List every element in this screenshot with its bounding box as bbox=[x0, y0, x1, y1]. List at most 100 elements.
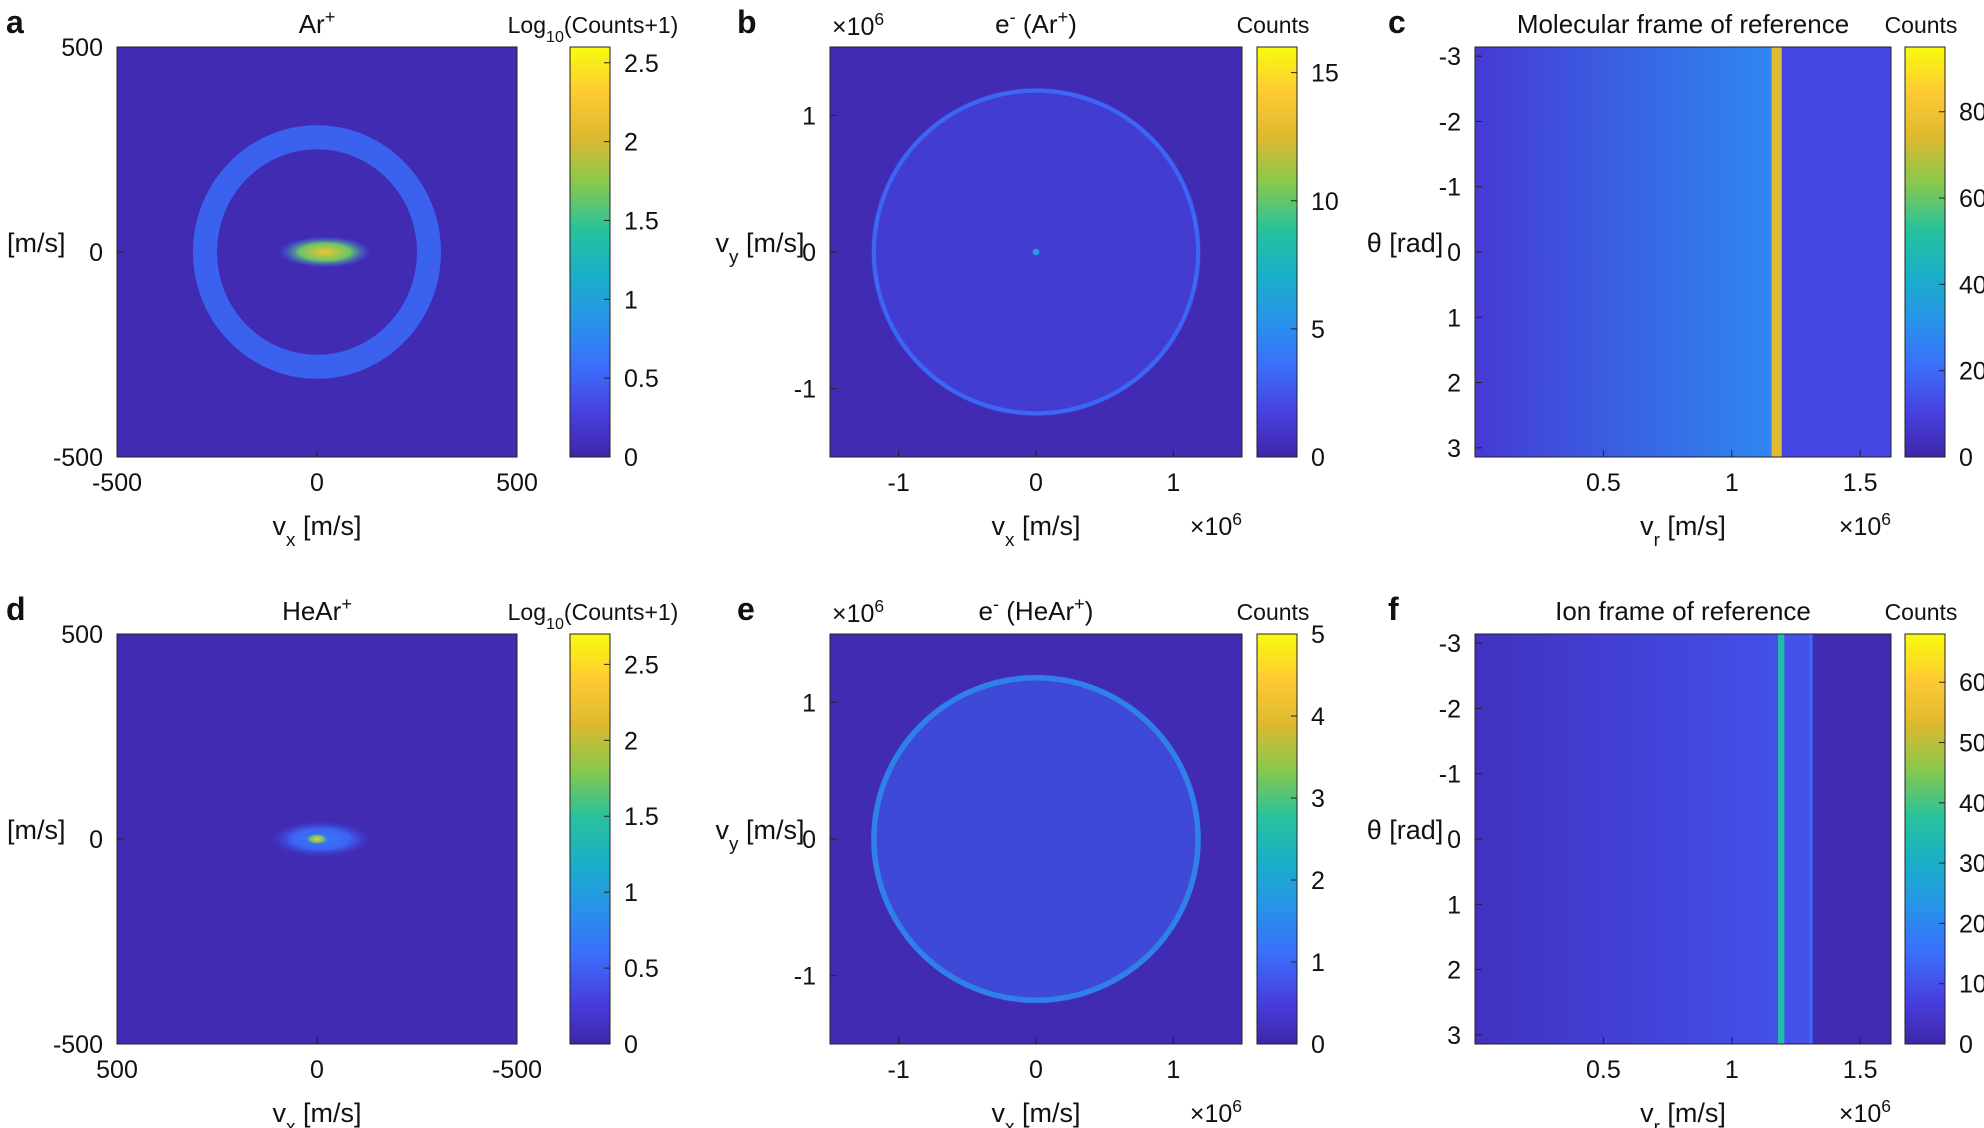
colorbar-tick-label: 80 bbox=[1959, 99, 1984, 127]
y-axis-multiplier: ×106 bbox=[832, 9, 884, 41]
x-tick-label: 0.5 bbox=[1586, 469, 1621, 497]
chart-title-superscript: + bbox=[1058, 7, 1069, 27]
colorbar-title-subscript: 10 bbox=[546, 615, 564, 633]
x-multiplier-exponent: 6 bbox=[1881, 1096, 1891, 1116]
x-axis-label: vr [m/s] bbox=[1640, 1098, 1726, 1128]
x-tick-label: -500 bbox=[492, 1056, 542, 1084]
x-multiplier-exponent: 6 bbox=[1881, 509, 1891, 529]
colorbar-title: Counts bbox=[1885, 599, 1958, 625]
colorbar-title: Log10(Counts+1) bbox=[508, 599, 679, 633]
chart-title: Ion frame of reference bbox=[1555, 596, 1811, 626]
x-axis-label: vx [m/s] bbox=[992, 1098, 1081, 1128]
y-axis-label-subscript: y bbox=[729, 834, 739, 855]
y-multiplier: ×10 bbox=[832, 600, 874, 628]
colorbar bbox=[569, 46, 611, 458]
x-tick-label: -500 bbox=[92, 469, 142, 497]
y-axis-label-subscript: y bbox=[729, 247, 739, 268]
y-tick-label: -2 bbox=[1439, 695, 1461, 723]
x-axis-label: v bbox=[273, 511, 287, 541]
colorbar-title: Log bbox=[508, 12, 546, 38]
y-axis-label: θ [rad] bbox=[1367, 815, 1444, 845]
colorbar-title: Counts bbox=[1885, 12, 1958, 38]
chart-title-end: ) bbox=[1068, 9, 1077, 39]
y-tick-label: 0 bbox=[802, 826, 816, 854]
colorbar-tick-label: 10 bbox=[1311, 188, 1339, 216]
plot-area bbox=[1475, 634, 1891, 1044]
y-tick-label: -1 bbox=[1439, 761, 1461, 789]
y-tick-label: 0 bbox=[89, 239, 103, 267]
y-tick-label: -1 bbox=[794, 376, 816, 404]
colorbar-tick-label: 5 bbox=[1311, 316, 1325, 344]
colorbar-tick-label: 4 bbox=[1311, 703, 1325, 731]
colorbar-title: Counts bbox=[1237, 599, 1310, 625]
heatmap-feature-vband bbox=[1784, 634, 1809, 1044]
colorbar bbox=[569, 633, 611, 1045]
colorbar-tick-label: 20 bbox=[1959, 910, 1984, 938]
chart-title-superscript: - bbox=[1010, 7, 1016, 27]
x-axis-multiplier: ×106 bbox=[1190, 1096, 1242, 1128]
chart-title: HeAr bbox=[282, 596, 342, 626]
colorbar-title-rest: (Counts+1) bbox=[564, 12, 678, 38]
chart-title: Molecular frame of reference bbox=[1517, 9, 1849, 39]
x-axis-label-subscript: x bbox=[286, 1117, 296, 1128]
chart-title: e bbox=[995, 9, 1009, 39]
chart-title: Ion frame of reference bbox=[1555, 596, 1811, 626]
colorbar-tick-label: 30 bbox=[1959, 850, 1984, 878]
x-axis-multiplier: ×106 bbox=[1190, 509, 1242, 541]
x-axis-label: v bbox=[1640, 1098, 1654, 1128]
panel-letter: c bbox=[1388, 4, 1406, 40]
colorbar-tick-label: 2.5 bbox=[624, 50, 659, 78]
x-axis-label-unit: [m/s] bbox=[295, 1098, 361, 1128]
y-tick-label: 1 bbox=[1447, 891, 1461, 919]
chart-title-superscript: + bbox=[1074, 594, 1085, 614]
colorbar-title-rest: (Counts+1) bbox=[564, 599, 678, 625]
y-axis-label: θ [rad] bbox=[1367, 228, 1444, 258]
panel-letter: b bbox=[737, 4, 757, 40]
heatmap-feature-dot bbox=[1032, 248, 1040, 256]
y-multiplier-exponent: 6 bbox=[874, 9, 884, 29]
chart-title: Molecular frame of reference bbox=[1517, 9, 1849, 39]
colorbar-tick-label: 0.5 bbox=[624, 955, 659, 983]
x-axis-label-subscript: x bbox=[1005, 1117, 1015, 1128]
y-tick-label: 2 bbox=[1447, 370, 1461, 398]
x-tick-label: 1 bbox=[1725, 469, 1739, 497]
colorbar-title: Counts bbox=[1237, 599, 1310, 625]
colorbar bbox=[1256, 46, 1298, 458]
heatmap-feature-vband bbox=[1781, 47, 1891, 457]
y-tick-label: -1 bbox=[794, 963, 816, 991]
x-axis-label-subscript: r bbox=[1654, 1117, 1660, 1128]
colorbar-tick-label: 1 bbox=[624, 286, 638, 314]
x-multiplier-exponent: 6 bbox=[1232, 509, 1242, 529]
heatmap-feature-ring bbox=[193, 125, 441, 379]
x-axis-label-subscript: x bbox=[286, 530, 296, 551]
x-tick-label: 1 bbox=[1725, 1056, 1739, 1084]
colorbar-title: Log10(Counts+1) bbox=[508, 12, 679, 46]
x-tick-label: 1 bbox=[1166, 469, 1180, 497]
y-tick-label: 0 bbox=[802, 239, 816, 267]
colorbar-tick-label: 10 bbox=[1959, 971, 1984, 999]
y-tick-label: -3 bbox=[1439, 630, 1461, 658]
colorbar-tick-label: 0 bbox=[1959, 1031, 1973, 1059]
x-axis-label-subscript: x bbox=[1005, 530, 1015, 551]
chart-title-rest: (Ar bbox=[1016, 9, 1058, 39]
chart-title: HeAr+ bbox=[282, 594, 352, 626]
chart-title: e- (Ar+) bbox=[995, 7, 1077, 39]
plot-area bbox=[830, 634, 1242, 1044]
panel-letter: d bbox=[6, 591, 26, 627]
panel-letter: f bbox=[1388, 591, 1399, 627]
x-tick-label: 500 bbox=[496, 469, 538, 497]
y-tick-label: -2 bbox=[1439, 108, 1461, 136]
chart-title-rest: (HeAr bbox=[999, 596, 1074, 626]
colorbar-tick-label: 1.5 bbox=[624, 803, 659, 831]
chart-title-superscript: + bbox=[341, 594, 352, 614]
y-axis-label-unit: [rad] bbox=[1382, 815, 1444, 845]
colorbar-tick-label: 50 bbox=[1959, 730, 1984, 758]
colorbar-tick-label: 0.5 bbox=[624, 365, 659, 393]
x-tick-label: 500 bbox=[96, 1056, 138, 1084]
chart-title: Ar+ bbox=[299, 7, 336, 39]
chart-title-superscript: + bbox=[325, 7, 336, 27]
plot-area bbox=[117, 634, 517, 1044]
x-axis-label-unit: [m/s] bbox=[1014, 1098, 1080, 1128]
